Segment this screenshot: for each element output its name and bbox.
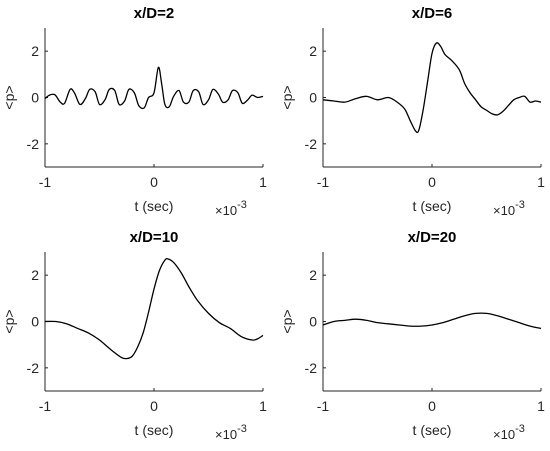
x-tick-label: 0 bbox=[428, 398, 436, 414]
x-multiplier: ×10-3 bbox=[493, 199, 525, 218]
x-tick-label: 1 bbox=[537, 174, 545, 190]
pressure-series-line bbox=[322, 42, 542, 134]
y-tick-label: -2 bbox=[305, 136, 318, 152]
x-tick-label: 1 bbox=[259, 174, 267, 190]
x-multiplier-base: ×10 bbox=[493, 203, 515, 218]
y-tick-label: 0 bbox=[31, 314, 39, 330]
x-tick-label: 1 bbox=[259, 398, 267, 414]
pressure-series-line bbox=[322, 312, 542, 330]
y-axis-label: <p> bbox=[279, 85, 295, 109]
x-tick-label: 0 bbox=[150, 398, 158, 414]
x-multiplier-base: ×10 bbox=[215, 427, 237, 442]
y-tick-label: 2 bbox=[309, 43, 317, 59]
x-tick-label: 0 bbox=[428, 174, 436, 190]
y-axis-label: <p> bbox=[1, 309, 17, 333]
x-multiplier-base: ×10 bbox=[493, 427, 515, 442]
pressure-series-line bbox=[44, 66, 264, 110]
x-tick-label: 1 bbox=[537, 398, 545, 414]
y-tick-label: -2 bbox=[27, 136, 40, 152]
plot-title: x/D=10 bbox=[130, 229, 179, 246]
y-tick-label: -2 bbox=[305, 360, 318, 376]
y-tick-label: 0 bbox=[309, 90, 317, 106]
x-axis-label: t (sec) bbox=[135, 198, 174, 214]
x-tick-label: -1 bbox=[39, 174, 52, 190]
x-axis-label: t (sec) bbox=[413, 422, 452, 438]
y-axis-label: <p> bbox=[1, 85, 17, 109]
pressure-series-line bbox=[44, 257, 264, 360]
x-multiplier-exponent: -3 bbox=[515, 199, 525, 211]
x-multiplier-base: ×10 bbox=[215, 203, 237, 218]
x-multiplier: ×10-3 bbox=[215, 423, 247, 442]
x-multiplier: ×10-3 bbox=[215, 199, 247, 218]
y-tick-label: 2 bbox=[31, 267, 39, 283]
x-axis-label: t (sec) bbox=[135, 422, 174, 438]
subplot-3: -1 0 1 -2 0 2 x/D=10 t (sec) <p> ×10-3 bbox=[1, 229, 267, 442]
x-multiplier-exponent: -3 bbox=[237, 423, 247, 435]
x-multiplier-exponent: -3 bbox=[237, 199, 247, 211]
subplot-4: -1 0 1 -2 0 2 x/D=20 t (sec) <p> ×10-3 bbox=[279, 229, 545, 442]
x-multiplier: ×10-3 bbox=[493, 423, 525, 442]
y-tick-label: -2 bbox=[27, 360, 40, 376]
x-tick-label: -1 bbox=[39, 398, 52, 414]
subplot-1: -1 0 1 -2 0 2 x/D=2 t (sec) <p> ×10-3 bbox=[1, 5, 267, 218]
y-tick-label: 0 bbox=[309, 314, 317, 330]
subplot-2: -1 0 1 -2 0 2 x/D=6 t (sec) <p> ×10-3 bbox=[279, 5, 545, 218]
plot-title: x/D=2 bbox=[134, 5, 174, 22]
plot-title: x/D=20 bbox=[408, 229, 457, 246]
x-tick-label: 0 bbox=[150, 174, 158, 190]
y-axis-label: <p> bbox=[279, 309, 295, 333]
y-tick-label: 0 bbox=[31, 90, 39, 106]
x-multiplier-exponent: -3 bbox=[515, 423, 525, 435]
y-tick-label: 2 bbox=[309, 267, 317, 283]
plot-title: x/D=6 bbox=[412, 5, 452, 22]
x-axis-label: t (sec) bbox=[413, 198, 452, 214]
y-tick-label: 2 bbox=[31, 43, 39, 59]
x-tick-label: -1 bbox=[317, 398, 330, 414]
x-tick-label: -1 bbox=[317, 174, 330, 190]
